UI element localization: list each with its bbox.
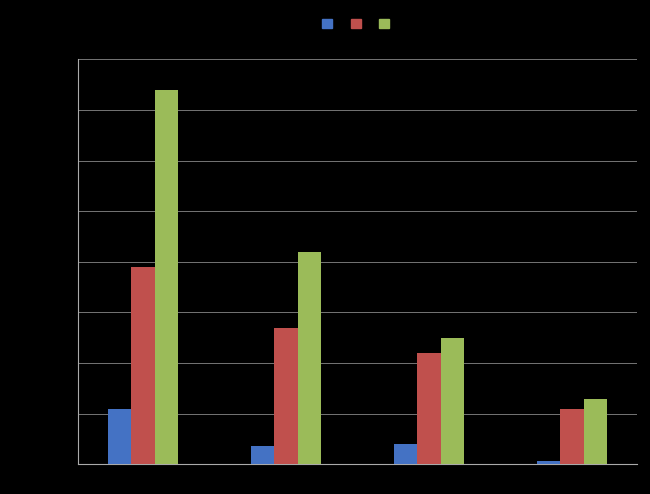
Bar	[394, 444, 417, 464]
Bar	[274, 328, 298, 464]
Bar	[131, 267, 155, 464]
Bar	[108, 409, 131, 464]
Legend: , , : , ,	[317, 13, 398, 36]
Bar	[251, 446, 274, 464]
Bar	[537, 461, 560, 464]
Bar	[417, 353, 441, 464]
Bar	[298, 252, 321, 464]
Bar	[584, 399, 607, 464]
Bar	[560, 409, 584, 464]
Bar	[441, 338, 464, 464]
Bar	[155, 90, 178, 464]
